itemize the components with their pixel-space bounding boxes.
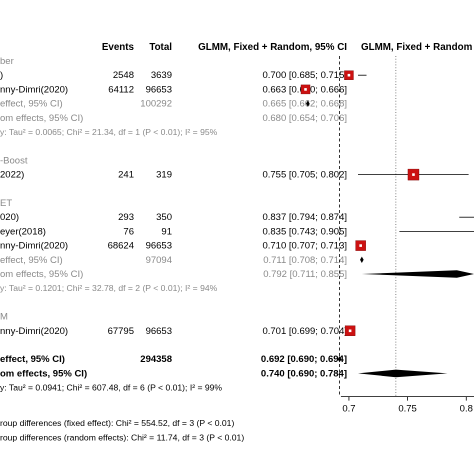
estimate-ci-value: 0.701 [0.699; 0.704] — [262, 326, 347, 337]
study-point — [412, 173, 415, 176]
study-point — [347, 73, 351, 77]
estimate-ci-value: 0.792 [0.711; 0.855] — [263, 269, 347, 280]
total-value: 96653 — [146, 326, 172, 337]
total-value: 97094 — [146, 255, 172, 266]
x-axis: 0.7 0.75 0.8 — [340, 396, 474, 415]
estimate-ci-value: 0.837 [0.794; 0.874] — [262, 212, 347, 223]
study-point — [348, 329, 352, 333]
estimate-ci-value: 0.692 [0.690; 0.694] — [261, 354, 347, 365]
footnotes: roup differences (fixed effect): Chi² = … — [0, 418, 244, 443]
estimate-ci-value: 0.665 [0.662; 0.668] — [262, 99, 347, 110]
header-total: Total — [149, 42, 172, 53]
estimate-ci-value: 0.835 [0.743; 0.905] — [262, 226, 347, 237]
row-label: eyer(2018) — [0, 226, 46, 237]
estimate-ci-value: 0.680 [0.654; 0.706] — [262, 113, 347, 124]
row-label: effect, 95% CI) — [0, 99, 63, 110]
x-tick-label: 0.7 — [342, 404, 355, 415]
header-estimate: GLMM, Fixed + Random, 95% CI — [198, 42, 347, 53]
row-label: nny-Dimri(2020) — [0, 326, 68, 337]
total-value: 294358 — [140, 354, 172, 365]
events-value: 241 — [118, 170, 134, 181]
total-value: 350 — [156, 212, 172, 223]
estimate-ci-value: 0.700 [0.685; 0.715] — [262, 70, 347, 81]
random-effect-diamond — [361, 270, 474, 278]
total-value: 100292 — [140, 99, 172, 110]
fixed-effect-diamond — [360, 256, 364, 263]
random-effect-diamond — [358, 369, 448, 378]
row-label: effect, 95% CI) — [0, 354, 65, 365]
row-label: 020) — [0, 212, 19, 223]
heterogeneity-label: y: Tau² = 0.0065; Chi² = 21.34, df = 1 (… — [0, 127, 218, 137]
plot-area — [300, 56, 474, 397]
events-value: 2548 — [113, 70, 134, 81]
estimate-ci-value: 0.710 [0.707; 0.713] — [262, 241, 347, 252]
heterogeneity-label: y: Tau² = 0.1201; Chi² = 32.78, df = 2 (… — [0, 283, 218, 293]
total-value: 319 — [156, 170, 172, 181]
row-label: 2022) — [0, 170, 24, 181]
subgroup-label: ber — [0, 56, 14, 67]
events-value: 68624 — [108, 241, 134, 252]
x-tick-label: 0.8 — [460, 404, 473, 415]
subgroup-label: -Boost — [0, 155, 28, 166]
events-value: 76 — [123, 226, 134, 237]
heterogeneity-label: y: Tau² = 0.0941; Chi² = 607.48, df = 6 … — [0, 383, 222, 393]
estimate-ci-value: 0.755 [0.705; 0.802] — [262, 170, 347, 181]
row-label: nny-Dimri(2020) — [0, 84, 68, 95]
events-value: 67795 — [108, 326, 134, 337]
header-plot: GLMM, Fixed + Random — [361, 42, 473, 53]
fixed-effect-diamond — [337, 356, 342, 363]
study-point — [359, 244, 362, 247]
row-label: om effects, 95% CI) — [0, 269, 83, 280]
header-events: Events — [102, 42, 135, 53]
events-value: 293 — [118, 212, 134, 223]
estimate-ci-value: 0.740 [0.690; 0.784] — [261, 368, 347, 379]
row-label: om effects, 95% CI) — [0, 368, 87, 379]
events-value: 64112 — [108, 84, 134, 95]
study-point — [304, 88, 307, 91]
total-value: 96653 — [146, 241, 172, 252]
subgroup-label: M — [0, 312, 8, 323]
x-tick-label: 0.75 — [398, 404, 417, 415]
subgroup-difference-test: roup differences (fixed effect): Chi² = … — [0, 418, 234, 428]
row-label: ) — [0, 70, 3, 81]
subgroup-difference-test: roup differences (random effects): Chi² … — [0, 433, 244, 443]
row-label: effect, 95% CI) — [0, 255, 63, 266]
subgroup-label: ET — [0, 198, 12, 209]
total-value: 91 — [161, 226, 172, 237]
row-label: nny-Dimri(2020) — [0, 241, 68, 252]
row-label: om effects, 95% CI) — [0, 113, 83, 124]
estimate-ci-value: 0.711 [0.708; 0.714] — [263, 255, 347, 266]
rows-layer: ber) 2548 3639 0.700 [0.685; 0.715] nny-Dimr… — [0, 56, 347, 393]
total-value: 96653 — [146, 84, 172, 95]
total-value: 3639 — [151, 70, 172, 81]
fixed-effect-diamond — [306, 100, 310, 107]
